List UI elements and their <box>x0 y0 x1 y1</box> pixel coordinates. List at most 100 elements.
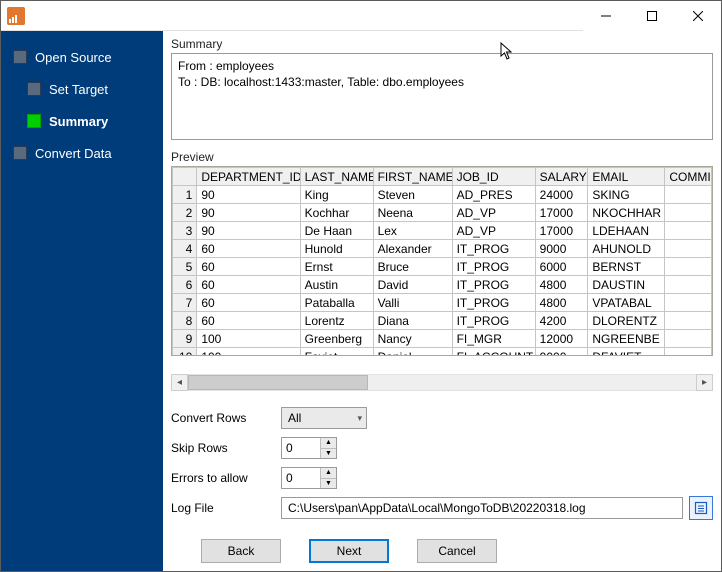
table-cell[interactable] <box>665 294 712 312</box>
table-cell[interactable]: NGREENBE <box>588 330 665 348</box>
table-cell[interactable]: 17000 <box>535 222 588 240</box>
table-cell[interactable]: Pataballa <box>300 294 373 312</box>
table-row[interactable]: 860LorentzDianaIT_PROG4200DLORENTZ <box>173 312 712 330</box>
table-cell[interactable]: AD_PRES <box>452 186 535 204</box>
table-cell[interactable]: FI_MGR <box>452 330 535 348</box>
column-header[interactable]: FIRST_NAME <box>373 168 452 186</box>
column-header[interactable]: DEPARTMENT_ID <box>197 168 300 186</box>
horizontal-scrollbar[interactable]: ◂ ▸ <box>171 374 713 391</box>
table-cell[interactable]: 90 <box>197 204 300 222</box>
table-cell[interactable]: Greenberg <box>300 330 373 348</box>
table-cell[interactable]: Bruce <box>373 258 452 276</box>
table-cell[interactable]: AHUNOLD <box>588 240 665 258</box>
table-row[interactable]: 290KochharNeenaAD_VP17000NKOCHHAR <box>173 204 712 222</box>
spin-up-icon[interactable]: ▲ <box>321 438 336 449</box>
errors-allow-input[interactable] <box>282 468 320 488</box>
table-cell[interactable] <box>665 222 712 240</box>
table-cell[interactable]: 60 <box>197 258 300 276</box>
table-cell[interactable]: FI_ACCOUNT <box>452 348 535 356</box>
table-cell[interactable] <box>665 204 712 222</box>
step-set-target[interactable]: Set Target <box>1 75 163 103</box>
table-cell[interactable]: Hunold <box>300 240 373 258</box>
spin-down-icon[interactable]: ▼ <box>321 449 336 459</box>
back-button[interactable]: Back <box>201 539 281 563</box>
column-header[interactable]: COMMIS <box>665 168 712 186</box>
table-cell[interactable]: 24000 <box>535 186 588 204</box>
column-header[interactable]: LAST_NAME <box>300 168 373 186</box>
column-header[interactable]: JOB_ID <box>452 168 535 186</box>
browse-log-button[interactable] <box>689 496 713 520</box>
table-cell[interactable]: 4200 <box>535 312 588 330</box>
table-cell[interactable]: 9000 <box>535 348 588 356</box>
table-cell[interactable]: 9000 <box>535 240 588 258</box>
close-button[interactable] <box>675 1 721 31</box>
table-cell[interactable]: SKING <box>588 186 665 204</box>
skip-rows-spinner[interactable]: ▲▼ <box>281 437 337 459</box>
table-cell[interactable]: DAUSTIN <box>588 276 665 294</box>
table-cell[interactable]: DLORENTZ <box>588 312 665 330</box>
table-cell[interactable]: BERNST <box>588 258 665 276</box>
table-cell[interactable]: VPATABAL <box>588 294 665 312</box>
table-cell[interactable]: 4800 <box>535 276 588 294</box>
step-open-source[interactable]: Open Source <box>1 43 163 71</box>
log-file-field[interactable]: C:\Users\pan\AppData\Local\MongoToDB\202… <box>281 497 683 519</box>
minimize-button[interactable] <box>583 1 629 31</box>
table-cell[interactable]: Lorentz <box>300 312 373 330</box>
scroll-thumb[interactable] <box>188 375 368 390</box>
table-cell[interactable]: Kochhar <box>300 204 373 222</box>
table-row[interactable]: 460HunoldAlexanderIT_PROG9000AHUNOLD <box>173 240 712 258</box>
table-cell[interactable] <box>665 258 712 276</box>
table-cell[interactable]: Alexander <box>373 240 452 258</box>
table-cell[interactable]: 90 <box>197 222 300 240</box>
table-cell[interactable]: David <box>373 276 452 294</box>
table-cell[interactable]: IT_PROG <box>452 276 535 294</box>
convert-rows-dropdown[interactable]: All ▾ <box>281 407 367 429</box>
table-cell[interactable]: Nancy <box>373 330 452 348</box>
table-cell[interactable]: De Haan <box>300 222 373 240</box>
spin-up-icon[interactable]: ▲ <box>321 468 336 479</box>
table-cell[interactable]: King <box>300 186 373 204</box>
table-cell[interactable] <box>665 312 712 330</box>
table-cell[interactable] <box>665 276 712 294</box>
table-row[interactable]: 390De HaanLexAD_VP17000LDEHAAN <box>173 222 712 240</box>
table-cell[interactable]: 6000 <box>535 258 588 276</box>
table-cell[interactable]: 100 <box>197 348 300 356</box>
scroll-track[interactable] <box>188 374 696 391</box>
table-cell[interactable]: 60 <box>197 294 300 312</box>
column-header[interactable]: EMAIL <box>588 168 665 186</box>
table-cell[interactable]: Ernst <box>300 258 373 276</box>
table-row[interactable]: 9100GreenbergNancyFI_MGR12000NGREENBE <box>173 330 712 348</box>
table-row[interactable]: 190KingStevenAD_PRES24000SKING <box>173 186 712 204</box>
table-cell[interactable]: 100 <box>197 330 300 348</box>
table-row[interactable]: 760PataballaValliIT_PROG4800VPATABAL <box>173 294 712 312</box>
errors-allow-spinner[interactable]: ▲▼ <box>281 467 337 489</box>
next-button[interactable]: Next <box>309 539 389 563</box>
table-cell[interactable] <box>665 240 712 258</box>
table-cell[interactable]: DFAVIET <box>588 348 665 356</box>
table-cell[interactable]: Steven <box>373 186 452 204</box>
table-cell[interactable]: Valli <box>373 294 452 312</box>
table-cell[interactable]: 60 <box>197 312 300 330</box>
table-cell[interactable] <box>665 330 712 348</box>
skip-rows-input[interactable] <box>282 438 320 458</box>
table-row[interactable]: 660AustinDavidIT_PROG4800DAUSTIN <box>173 276 712 294</box>
table-cell[interactable]: Diana <box>373 312 452 330</box>
scroll-right-arrow[interactable]: ▸ <box>696 374 713 391</box>
table-cell[interactable]: AD_VP <box>452 204 535 222</box>
step-convert-data[interactable]: Convert Data <box>1 139 163 167</box>
table-cell[interactable] <box>665 186 712 204</box>
maximize-button[interactable] <box>629 1 675 31</box>
table-cell[interactable]: Neena <box>373 204 452 222</box>
table-cell[interactable]: NKOCHHAR <box>588 204 665 222</box>
table-cell[interactable]: 17000 <box>535 204 588 222</box>
table-cell[interactable]: IT_PROG <box>452 312 535 330</box>
table-cell[interactable]: Faviet <box>300 348 373 356</box>
table-cell[interactable]: 60 <box>197 240 300 258</box>
table-cell[interactable]: 4800 <box>535 294 588 312</box>
table-cell[interactable]: 12000 <box>535 330 588 348</box>
table-cell[interactable] <box>665 348 712 356</box>
scroll-left-arrow[interactable]: ◂ <box>171 374 188 391</box>
table-cell[interactable]: AD_VP <box>452 222 535 240</box>
table-cell[interactable]: IT_PROG <box>452 258 535 276</box>
table-cell[interactable]: LDEHAAN <box>588 222 665 240</box>
